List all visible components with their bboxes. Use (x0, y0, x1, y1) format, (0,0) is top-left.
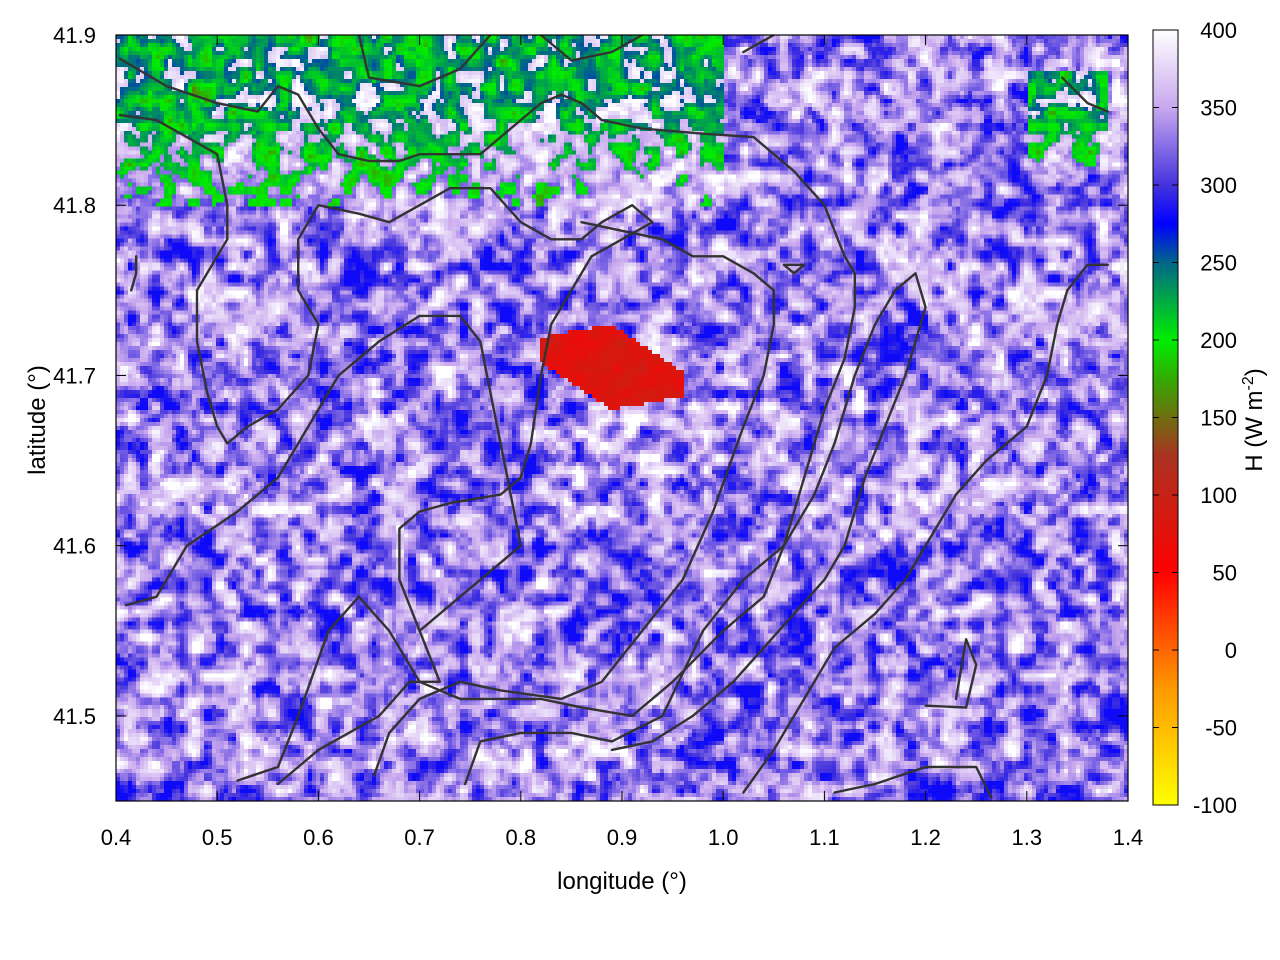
contour-line-5 (742, 263, 1109, 794)
colorbar-tick-label: 200 (1200, 328, 1237, 353)
x-axis: 0.4 0.5 0.6 0.7 0.8 0.9 1.0 1.1 1.2 1.3 1.4 (101, 35, 1144, 850)
colorbar-label-main: H (W m (1241, 390, 1268, 471)
colorbar-tick-label: 50 (1213, 561, 1237, 586)
colorbar-tick-label: 350 (1200, 96, 1237, 121)
colorbar-tick-label: 300 (1200, 173, 1237, 198)
colorbar-label-close: ) (1241, 368, 1268, 376)
x-tick-label: 0.8 (506, 825, 537, 850)
x-tick-label: 1.1 (809, 825, 840, 850)
y-axis-label: latitude (°) (24, 365, 51, 475)
contour-line-10 (357, 35, 492, 88)
x-tick-label: 1.2 (910, 825, 941, 850)
y-tick-label: 41.7 (53, 363, 96, 388)
contour-lines (118, 35, 1109, 799)
contour-line-0 (118, 57, 856, 782)
colorbar-tick-label: -100 (1193, 793, 1237, 818)
x-tick-label: 1.3 (1012, 825, 1043, 850)
x-tick-label: 1.0 (708, 825, 739, 850)
contour-line-12 (742, 35, 775, 54)
colorbar-tick-label: 150 (1200, 406, 1237, 431)
colorbar-tick-label: 250 (1200, 251, 1237, 276)
colorbar-tick-label: 400 (1200, 18, 1237, 43)
x-tick-label: 0.5 (202, 825, 233, 850)
colorbar-axis: 400 350 300 250 200 150 100 50 0 -50 -100 (1153, 18, 1237, 818)
contour-line-8 (782, 263, 806, 275)
x-tick-label: 1.4 (1113, 825, 1144, 850)
y-axis: 41.5 41.6 41.7 41.8 41.9 (53, 23, 1128, 729)
y-tick-label: 41.6 (53, 534, 96, 559)
x-tick-label: 0.4 (101, 825, 132, 850)
y-tick-label: 41.5 (53, 704, 96, 729)
colorbar-tick-label: 100 (1200, 483, 1237, 508)
x-tick-label: 0.9 (607, 825, 638, 850)
x-tick-label: 0.6 (303, 825, 334, 850)
y-tick-label: 41.8 (53, 193, 96, 218)
contour-line-6 (924, 638, 978, 709)
contour-line-11 (539, 35, 644, 62)
contour-line-7 (833, 765, 993, 799)
heatmap-raster (116, 35, 1128, 801)
contour-line-3 (372, 221, 775, 777)
x-tick-label: 0.7 (404, 825, 435, 850)
colorbar-label-exponent: -2 (1240, 376, 1257, 390)
contour-line-1 (118, 113, 654, 786)
x-axis-label: longitude (°) (557, 868, 687, 895)
contour-line-13 (130, 255, 138, 292)
contour-line-2 (124, 314, 522, 632)
colorbar-label: H (W m-2) (1240, 368, 1268, 472)
heatmap-field (116, 35, 1128, 801)
y-tick-label: 41.9 (53, 23, 96, 48)
colorbar-tick-label: -50 (1205, 716, 1237, 741)
colorbar-tick-label: 0 (1225, 638, 1237, 663)
contour-line-4 (463, 272, 927, 786)
contour-line-9 (1061, 76, 1109, 113)
